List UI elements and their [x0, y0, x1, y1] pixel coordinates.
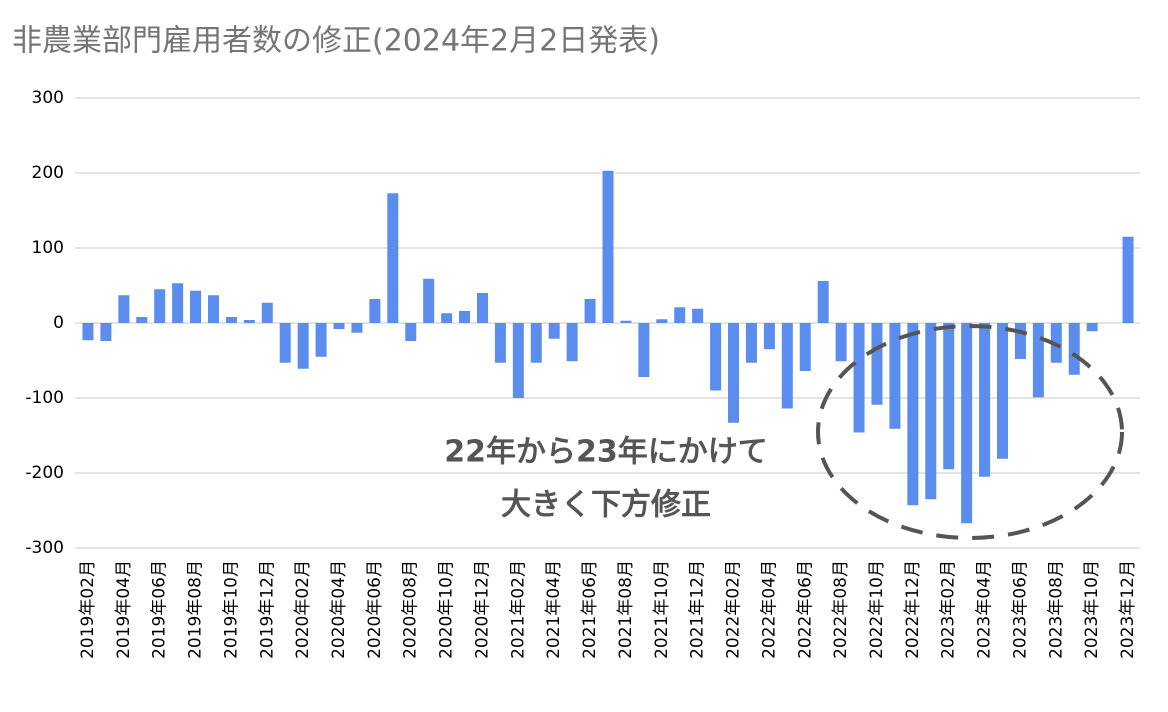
bar — [835, 323, 847, 362]
bar — [476, 293, 488, 323]
bar — [172, 283, 184, 323]
x-tick-label: 2023年06月 — [1010, 560, 1030, 659]
bar — [889, 323, 901, 429]
bar — [602, 170, 614, 323]
x-tick-label: 2023年08月 — [1046, 560, 1066, 659]
bar — [225, 317, 237, 323]
bar — [494, 323, 506, 363]
x-tick-label: 2019年08月 — [186, 560, 206, 659]
bar — [979, 323, 991, 477]
bar — [1068, 323, 1080, 375]
x-tick-label: 2020年08月 — [401, 560, 421, 659]
x-tick-label: 2022年08月 — [831, 560, 851, 659]
bar — [512, 323, 524, 398]
x-tick-label: 2022年12月 — [903, 560, 923, 659]
bar — [925, 323, 937, 500]
bar — [190, 290, 202, 323]
bar — [405, 323, 417, 341]
bar — [279, 323, 291, 363]
x-tick-label: 2022年10月 — [867, 560, 887, 659]
x-tick-label: 2023年10月 — [1082, 560, 1102, 659]
bar — [351, 323, 363, 333]
bar — [315, 323, 327, 357]
bar — [817, 281, 829, 323]
bar — [423, 278, 435, 323]
bar — [261, 302, 273, 323]
x-tick-label: 2019年02月 — [78, 560, 98, 659]
bar — [710, 323, 722, 391]
annotation: 大きく下方修正 — [501, 488, 711, 523]
bar — [961, 323, 973, 524]
bar — [997, 323, 1009, 459]
x-tick-label: 2022年04月 — [759, 560, 779, 659]
x-tick-label: 2020年02月 — [293, 560, 313, 659]
bar — [369, 299, 381, 323]
highlight-ellipse — [816, 324, 1124, 540]
bar — [853, 323, 865, 433]
bar — [1032, 323, 1044, 398]
x-tick-label: 2021年08月 — [616, 560, 636, 659]
x-tick-label: 2023年02月 — [939, 560, 959, 659]
bar — [781, 323, 793, 409]
x-tick-label: 2021年12月 — [688, 560, 708, 659]
y-tick-label: 200 — [32, 163, 64, 183]
chart-title: 非農業部門雇用者数の修正(2024年2月2日発表) — [12, 24, 660, 59]
x-tick-label: 2020年04月 — [329, 560, 349, 659]
annotation: 22年から23年にかけて — [444, 435, 768, 470]
x-tick-label: 2021年10月 — [652, 560, 672, 659]
y-tick-label: 0 — [53, 313, 64, 333]
x-tick-label: 2022年06月 — [795, 560, 815, 659]
x-tick-label: 2023年04月 — [975, 560, 995, 659]
bar — [82, 323, 94, 341]
bar — [620, 320, 632, 323]
x-tick-label: 2019年12月 — [257, 560, 277, 659]
bar — [692, 308, 704, 323]
bar — [656, 319, 668, 323]
bar — [333, 323, 345, 329]
bar — [871, 323, 883, 405]
bar — [943, 323, 955, 470]
bar — [136, 317, 148, 323]
bar — [548, 323, 560, 339]
bar — [674, 307, 686, 323]
bar — [207, 295, 219, 323]
bar — [459, 311, 471, 323]
y-tick-label: 100 — [32, 238, 64, 258]
bar — [530, 323, 542, 363]
x-tick-label: 2021年06月 — [580, 560, 600, 659]
x-tick-label: 2019年10月 — [221, 560, 241, 659]
bar — [387, 193, 399, 323]
bar — [745, 323, 757, 363]
bar — [1122, 236, 1134, 323]
x-tick-label: 2019年06月 — [150, 560, 170, 659]
x-tick-label: 2021年04月 — [544, 560, 564, 659]
x-tick-label: 2020年12月 — [472, 560, 492, 659]
bar — [584, 299, 596, 323]
bar — [638, 323, 650, 377]
bar — [441, 313, 453, 323]
y-tick-label: -200 — [25, 463, 64, 483]
y-tick-label: 300 — [32, 88, 64, 108]
x-tick-label: 2020年10月 — [437, 560, 457, 659]
bar — [243, 320, 255, 323]
bar — [799, 323, 811, 371]
bar — [763, 323, 775, 350]
bar — [1086, 323, 1098, 332]
x-tick-label: 2023年12月 — [1118, 560, 1138, 659]
x-tick-label: 2019年04月 — [114, 560, 134, 659]
bar — [1014, 323, 1026, 359]
bar — [566, 323, 578, 362]
x-tick-label: 2021年02月 — [508, 560, 528, 659]
bar — [297, 323, 309, 369]
y-tick-label: -300 — [25, 538, 64, 558]
bar — [100, 323, 112, 341]
bar — [907, 323, 919, 506]
bar — [118, 295, 130, 323]
y-tick-label: -100 — [25, 388, 64, 408]
bar — [154, 289, 166, 323]
x-tick-label: 2020年06月 — [365, 560, 385, 659]
x-tick-label: 2022年02月 — [724, 560, 744, 659]
bar — [728, 323, 740, 423]
